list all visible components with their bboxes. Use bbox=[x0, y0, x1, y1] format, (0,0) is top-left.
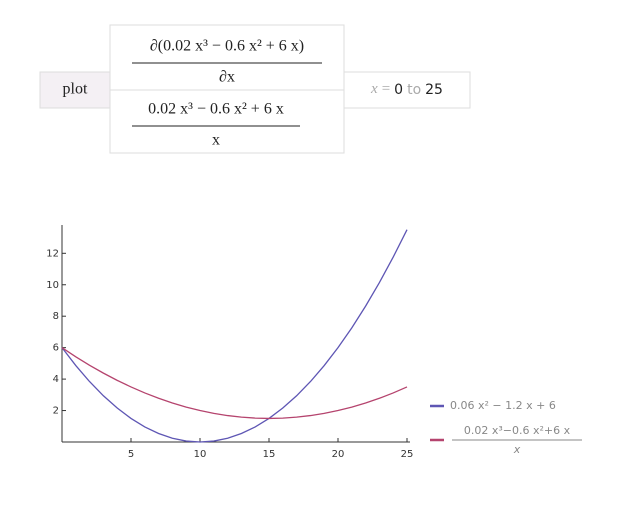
range-box bbox=[343, 71, 471, 109]
range-to-word: to bbox=[407, 82, 421, 98]
range: x = 0 to 25 bbox=[370, 81, 443, 98]
x-tick-label: 20 bbox=[332, 449, 345, 460]
expression-box bbox=[109, 24, 345, 154]
expr-top-denominator: ∂x bbox=[219, 69, 235, 86]
y-tick-label: 10 bbox=[46, 280, 59, 291]
expr-bottom-numerator: 0.02 x³ − 0.6 x² + 6 x bbox=[148, 101, 284, 118]
y-tick-label: 4 bbox=[53, 374, 59, 385]
range-equals: = bbox=[382, 81, 390, 97]
command: plot bbox=[63, 81, 88, 98]
legend-denominator: x bbox=[513, 443, 521, 456]
expr-bottom-denominator: x bbox=[212, 132, 220, 149]
x-tick-label: 15 bbox=[263, 449, 276, 460]
series-line bbox=[61, 229, 408, 443]
legend-numerator: 0.02 x³−0.6 x²+6 x bbox=[464, 424, 571, 437]
range-variable: x bbox=[370, 81, 378, 97]
x-tick-label: 10 bbox=[194, 449, 207, 460]
series-line bbox=[61, 347, 408, 420]
range-to: 25 bbox=[425, 82, 443, 98]
command-box bbox=[39, 71, 111, 109]
x-tick-label: 25 bbox=[401, 449, 414, 460]
y-tick-label: 8 bbox=[53, 311, 59, 322]
y-tick-label: 12 bbox=[46, 248, 59, 259]
expr-top-numerator: ∂(0.02 x³ − 0.6 x² + 6 x) bbox=[150, 38, 304, 55]
x-tick-label: 5 bbox=[128, 449, 134, 460]
range-from: 0 bbox=[394, 82, 403, 98]
y-tick-label: 6 bbox=[53, 343, 59, 354]
legend-label: 0.06 x² − 1.2 x + 6 bbox=[450, 399, 556, 412]
y-tick-label: 2 bbox=[53, 406, 59, 417]
